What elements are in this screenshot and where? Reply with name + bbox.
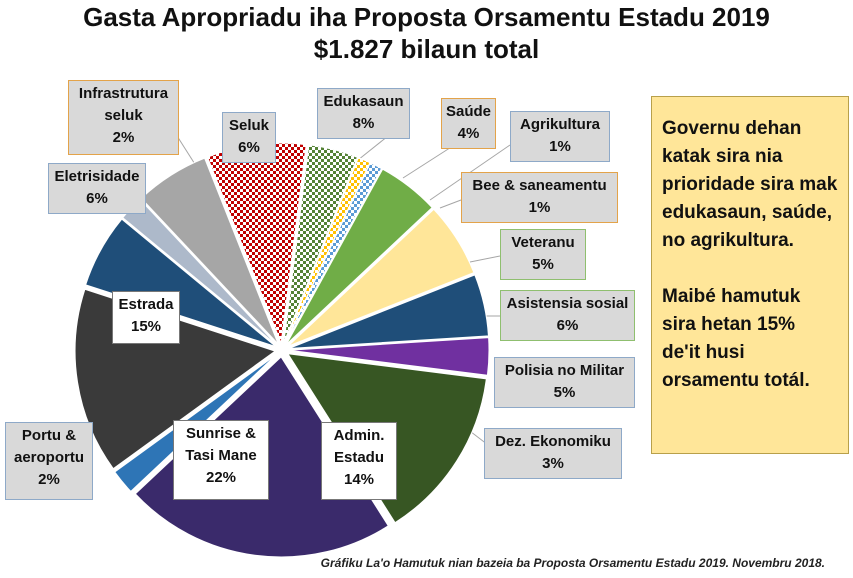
pie-slice-polisia-no-militar — [288, 274, 489, 349]
label-infrastrutura-seluk: Infrastrutura seluk 2% — [68, 80, 179, 155]
pie-slice-sa-de — [283, 144, 359, 344]
pie-slice-eletrisidade — [85, 218, 277, 348]
chart-title: Gasta Apropriadu iha Proposta Orsamentu … — [83, 2, 770, 32]
label-polisia-militar: Polisia no Militar 5% — [494, 357, 635, 408]
label-dez-ekonomiku: Dez. Ekonomiku 3% — [484, 428, 622, 479]
pie-slice-bee-saneamentu — [284, 162, 383, 345]
pie-slice-dez-ekonomiku — [288, 337, 490, 376]
label-estrada: Estrada 15% — [112, 291, 180, 344]
pie-slice-asistensia-sosial — [287, 208, 475, 347]
label-bee-saneamentu: Bee & saneamentu 1% — [461, 172, 618, 223]
label-sunrise-tasi-mane: Sunrise & Tasi Mane 22% — [173, 420, 269, 500]
label-seluk: Seluk 6% — [222, 112, 276, 163]
label-asistensia-sosial: Asistensia sosial 6% — [500, 290, 635, 341]
label-veteranu: Veteranu 5% — [500, 229, 586, 280]
label-eletrisidade: Eletrisidade 6% — [48, 163, 146, 214]
label-admin-estadu: Admin. Estadu 14% — [321, 422, 397, 500]
priority-callout: Governu dehan katak sira nia prioridade … — [651, 96, 849, 454]
label-agrikultura: Agrikultura 1% — [510, 111, 610, 162]
label-portu-aeroportu: Portu & aeroportu 2% — [5, 422, 93, 500]
chart-subtitle: $1.827 bilaun total — [313, 34, 540, 64]
label-edukasaun: Edukasaun 8% — [317, 88, 410, 139]
source-footer: Gráfiku La'o Hamutuk nian bazeia ba Prop… — [320, 556, 825, 570]
label-saude: Saúde 4% — [441, 98, 496, 149]
callout-text-2: Maibé hamutuk sira hetan 15% de'it husi … — [662, 286, 810, 391]
pie-slice-veteranu — [285, 168, 433, 345]
callout-text-1: Governu dehan katak sira nia prioridade … — [662, 118, 838, 251]
